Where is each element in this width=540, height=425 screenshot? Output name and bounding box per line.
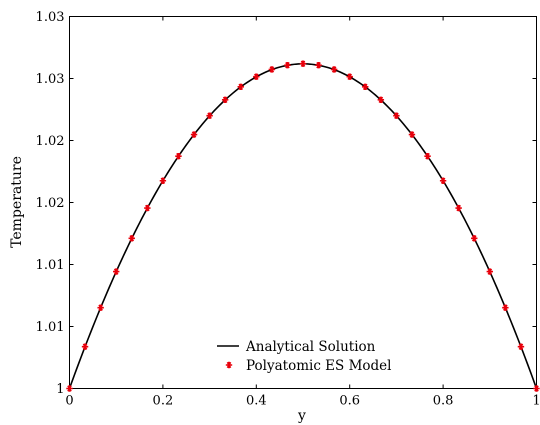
es-model-point <box>393 112 400 119</box>
y-tick-label: 1.01 <box>36 320 65 335</box>
es-model-point <box>362 83 369 91</box>
es-model-markers <box>66 60 540 392</box>
es-model-point <box>66 385 73 392</box>
y-tick-label: 1 <box>56 382 64 397</box>
es-model-point <box>128 235 135 242</box>
es-model-point <box>175 152 182 160</box>
x-tick-label: 0.2 <box>153 394 174 409</box>
es-model-point <box>113 268 120 275</box>
y-tick-label: 1.03 <box>36 10 65 25</box>
es-model-point <box>268 66 276 73</box>
es-model-point <box>144 204 151 212</box>
y-tick-label: 1.01 <box>36 258 65 273</box>
es-model-point <box>408 131 416 138</box>
legend-label-es-model: Polyatomic ES Model <box>246 358 391 374</box>
es-model-point <box>221 96 229 104</box>
es-model-point <box>159 177 167 184</box>
es-model-point <box>346 73 353 80</box>
es-model-point <box>284 61 291 69</box>
legend: Analytical Solution Polyatomic ES Model <box>217 339 391 374</box>
es-model-point <box>502 304 509 311</box>
es-model-point <box>190 131 198 138</box>
es-model-point <box>377 96 385 104</box>
x-tick-label: 1 <box>532 394 540 409</box>
es-model-point <box>299 60 307 67</box>
es-model-point <box>486 268 493 275</box>
x-tick-label: 0.4 <box>246 394 267 409</box>
x-axis-title: y <box>297 408 306 424</box>
y-axis-ticks: 1 1.01 1.01 1.02 1.02 1.03 1.03 <box>36 10 537 397</box>
legend-star-swatch <box>225 361 233 369</box>
x-axis-ticks: 0 0.2 0.4 0.6 0.8 1 <box>65 16 540 409</box>
es-model-point <box>455 204 462 212</box>
y-tick-label: 1.02 <box>36 134 65 149</box>
es-model-point <box>424 152 431 160</box>
plot-frame <box>69 16 537 389</box>
es-model-point <box>533 385 540 392</box>
es-model-point <box>471 235 478 242</box>
es-model-point <box>97 304 104 311</box>
y-tick-label: 1.02 <box>36 196 65 211</box>
es-model-point <box>81 343 89 350</box>
es-model-point <box>517 343 525 350</box>
es-model-point <box>253 73 260 80</box>
es-model-point <box>439 177 447 184</box>
x-tick-label: 0.6 <box>339 394 360 409</box>
legend-label-analytical: Analytical Solution <box>245 339 376 355</box>
y-tick-label: 1.03 <box>36 72 65 87</box>
x-tick-label: 0.8 <box>433 394 454 409</box>
es-model-point <box>206 112 213 119</box>
es-model-point <box>315 61 322 69</box>
legend-star-marker <box>225 361 233 369</box>
es-model-point <box>330 66 338 73</box>
es-model-point <box>237 83 244 91</box>
x-tick-label: 0 <box>65 394 73 409</box>
y-axis-title: Temperature <box>9 156 25 248</box>
